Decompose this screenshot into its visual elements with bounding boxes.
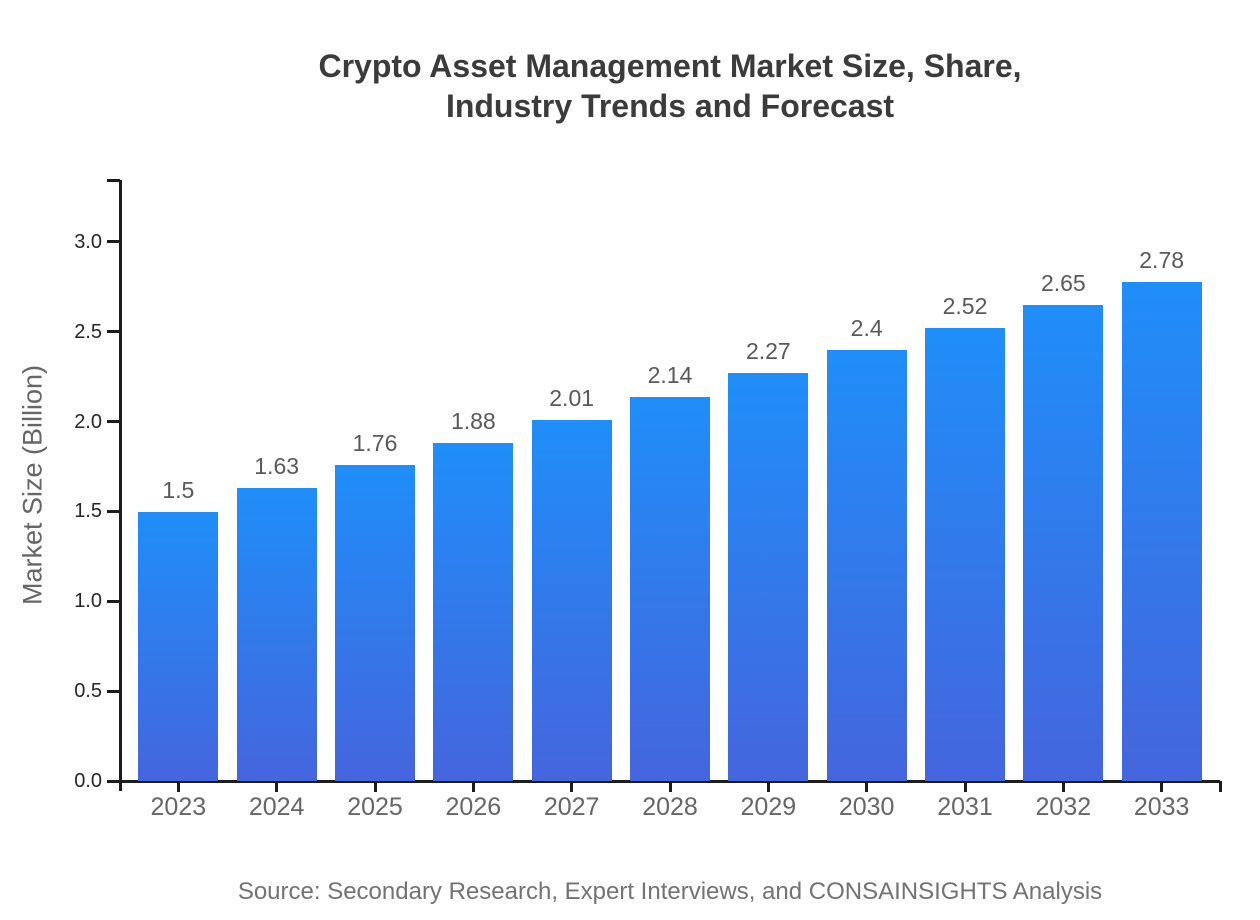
y-tick <box>107 599 120 603</box>
bar <box>236 488 317 781</box>
bar-value-label: 2.78 <box>1139 246 1185 273</box>
plot-area: 0.0 0.5 1.0 1.5 2.0 2.5 3.0 1.5 2023 1.63 2024 1.7… <box>74 178 1222 821</box>
x-tick <box>668 781 672 792</box>
x-tick <box>865 781 869 792</box>
y-tick <box>107 779 120 783</box>
y-tick-label: 2.0 <box>74 410 102 433</box>
bar <box>1121 281 1202 781</box>
bar <box>531 419 612 781</box>
y-tick <box>107 509 120 513</box>
x-tick <box>766 781 770 792</box>
x-tick-label: 2032 <box>1035 793 1092 821</box>
bar <box>630 396 710 781</box>
x-tick-label: 2025 <box>347 793 403 821</box>
x-axis-line <box>120 779 1220 783</box>
bar-value-label: 1.63 <box>254 453 300 480</box>
x-tick <box>963 781 967 792</box>
x-tick-label: 2027 <box>543 793 600 821</box>
y-tick-label: 1.0 <box>74 590 102 613</box>
x-tick-label: 2026 <box>445 793 502 821</box>
bar-value-label: 1.76 <box>352 429 398 456</box>
bar <box>925 328 1005 781</box>
bar <box>728 373 809 781</box>
bar <box>1023 304 1104 781</box>
chart-title: Crypto Asset Management Market Size, Sha… <box>318 48 1022 124</box>
x-tick-label: 2033 <box>1133 793 1190 821</box>
bar-value-label: 2.01 <box>549 384 595 411</box>
y-tick-label: 0.0 <box>74 770 102 792</box>
x-tick-label: 2031 <box>937 793 993 821</box>
x-tick <box>570 781 574 792</box>
bar-value-label: 2.27 <box>745 338 791 365</box>
y-axis-line <box>118 180 122 791</box>
x-tick <box>1061 781 1065 792</box>
y-tick-label: 1.5 <box>74 500 102 523</box>
x-tick-label: 2030 <box>838 793 895 821</box>
x-tick <box>1160 781 1164 792</box>
x-tick <box>373 781 377 792</box>
x-tick-label: 2029 <box>740 793 797 821</box>
y-axis-title: Market Size (Billion) <box>17 364 48 606</box>
x-tick-label: 2024 <box>248 793 305 821</box>
y-tick <box>107 689 120 693</box>
bar-value-label: 1.5 <box>162 476 195 503</box>
x-tick-label: 2023 <box>150 793 207 821</box>
y-tick <box>107 420 120 424</box>
y-tick <box>107 330 120 334</box>
x-axis-end-cap <box>1218 781 1222 792</box>
bar-value-label: 2.65 <box>1040 269 1086 296</box>
bar-value-label: 2.52 <box>942 293 988 320</box>
bar-value-label: 2.4 <box>850 314 883 341</box>
y-tick-label: 2.5 <box>74 320 102 343</box>
bar <box>433 443 514 781</box>
bar <box>335 464 415 781</box>
y-tick <box>107 240 120 244</box>
y-axis-end-cap <box>107 178 120 182</box>
x-tick <box>275 781 279 792</box>
x-tick <box>471 781 475 792</box>
bar-value-label: 2.14 <box>647 361 693 388</box>
bar <box>826 349 907 781</box>
bar-value-label: 1.88 <box>450 408 496 435</box>
bar <box>138 511 219 781</box>
x-tick <box>176 781 180 792</box>
source-note: Source: Secondary Research, Expert Inter… <box>237 878 1103 905</box>
x-tick-label: 2028 <box>642 793 698 821</box>
y-tick-label: 0.5 <box>74 680 102 703</box>
y-tick-label: 3.0 <box>74 230 102 253</box>
